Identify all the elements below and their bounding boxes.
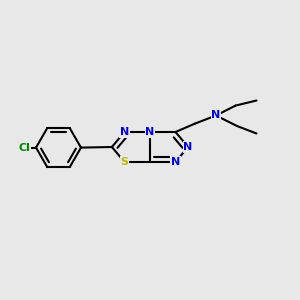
Text: N: N	[171, 157, 180, 167]
Text: Cl: Cl	[19, 142, 31, 153]
Text: N: N	[184, 142, 193, 152]
Text: N: N	[212, 110, 220, 121]
Text: N: N	[120, 127, 129, 137]
Text: S: S	[121, 157, 128, 167]
Text: N: N	[146, 127, 154, 137]
